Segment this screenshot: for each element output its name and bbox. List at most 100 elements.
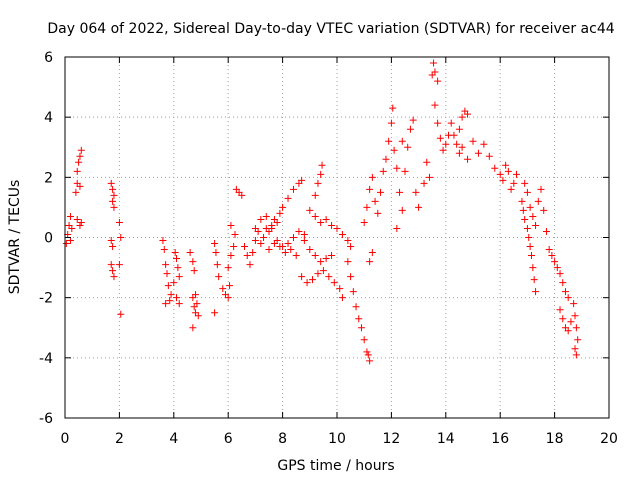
data-point	[571, 312, 579, 320]
data-point	[115, 261, 123, 269]
data-point	[532, 221, 540, 229]
data-point	[366, 185, 374, 193]
data-point	[238, 191, 246, 199]
data-point	[289, 234, 297, 241]
y-tick-label: 0	[44, 231, 53, 247]
data-point	[246, 261, 254, 269]
data-point	[227, 221, 235, 229]
data-point	[117, 310, 125, 318]
data-point	[389, 104, 397, 112]
data-point	[559, 315, 567, 323]
data-point	[66, 212, 74, 220]
data-point	[377, 188, 385, 196]
data-point	[219, 285, 227, 293]
data-point	[314, 179, 322, 187]
data-point	[464, 110, 472, 118]
data-point	[521, 179, 529, 187]
data-point	[510, 179, 518, 187]
data-point	[530, 276, 538, 284]
data-point	[553, 264, 561, 272]
data-point	[215, 273, 223, 281]
x-tick-label: 8	[278, 431, 287, 447]
data-point	[306, 206, 314, 214]
data-point	[393, 224, 401, 232]
data-point	[109, 243, 117, 251]
data-point	[159, 237, 167, 245]
data-point	[559, 279, 567, 287]
data-point	[160, 246, 168, 254]
data-point	[298, 273, 306, 281]
data-point	[368, 173, 376, 181]
data-point	[537, 185, 545, 193]
data-point	[436, 134, 444, 142]
y-tick-label: -6	[39, 411, 53, 427]
data-point	[504, 167, 512, 175]
data-point	[406, 125, 414, 133]
data-point	[344, 258, 352, 266]
data-point	[173, 294, 181, 302]
data-point	[556, 306, 564, 314]
data-point	[393, 164, 401, 172]
data-point	[75, 158, 83, 166]
data-point	[284, 240, 292, 248]
data-point	[572, 324, 580, 332]
data-point	[241, 243, 249, 251]
data-point	[464, 155, 472, 163]
data-point	[212, 249, 220, 257]
data-point	[360, 336, 368, 344]
data-point	[328, 221, 336, 229]
data-point	[551, 258, 559, 266]
data-point	[300, 230, 308, 238]
data-point	[518, 197, 526, 205]
data-point	[107, 237, 115, 245]
data-point	[507, 185, 515, 193]
data-point	[374, 209, 382, 217]
data-point	[567, 318, 575, 326]
data-point	[382, 155, 390, 163]
data-point	[251, 237, 259, 245]
data-point	[162, 300, 170, 308]
data-point	[360, 218, 368, 226]
data-point	[73, 215, 81, 223]
data-point	[243, 252, 251, 260]
data-point	[281, 249, 289, 257]
data-point	[292, 252, 300, 260]
data-point	[317, 258, 325, 266]
data-point	[366, 357, 374, 365]
data-point	[211, 240, 219, 248]
data-point	[117, 234, 125, 241]
data-point	[385, 137, 393, 145]
x-tick-label: 0	[61, 431, 70, 447]
data-point	[170, 279, 178, 287]
data-point	[491, 164, 499, 172]
data-point	[249, 249, 257, 257]
data-point	[175, 300, 183, 308]
data-point	[257, 215, 265, 223]
data-point	[251, 224, 259, 232]
chart-title: Day 064 of 2022, Sidereal Day-to-day VTE…	[47, 21, 614, 37]
data-point	[164, 282, 172, 290]
data-point	[540, 206, 548, 214]
data-point	[257, 240, 265, 248]
data-point	[431, 68, 439, 76]
data-point	[534, 197, 542, 205]
data-point	[455, 125, 463, 133]
data-point	[379, 167, 387, 175]
data-point	[110, 191, 118, 199]
data-point	[527, 252, 535, 260]
data-point	[344, 237, 352, 245]
data-point	[529, 264, 537, 272]
data-point	[434, 119, 442, 127]
data-point	[109, 185, 117, 193]
data-point	[173, 255, 181, 263]
data-point	[328, 252, 336, 260]
data-point	[430, 59, 438, 67]
data-point	[186, 249, 194, 257]
data-point	[192, 291, 200, 299]
data-point	[260, 234, 268, 241]
data-point	[76, 152, 84, 160]
data-point	[62, 240, 70, 248]
data-point	[109, 267, 117, 275]
